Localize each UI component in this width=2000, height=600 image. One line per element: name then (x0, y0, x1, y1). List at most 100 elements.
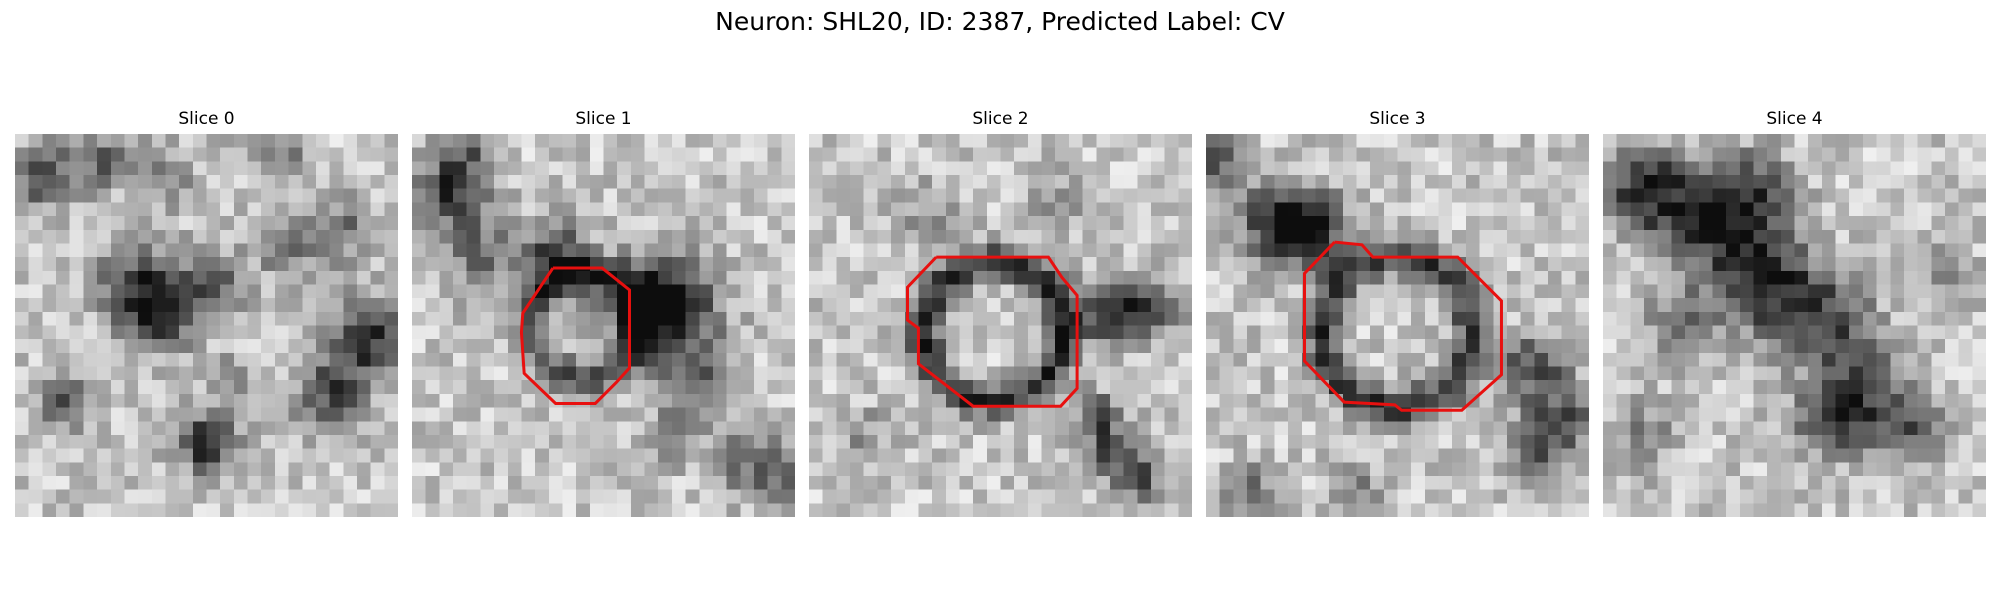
pixel (1630, 161, 1645, 176)
pixel (1370, 229, 1385, 244)
pixel (1671, 311, 1686, 326)
pixel (1479, 339, 1494, 354)
pixel (1383, 489, 1398, 504)
pixel (535, 339, 550, 354)
pixel (1616, 243, 1631, 258)
pixel (1247, 188, 1261, 203)
pixel (904, 325, 919, 340)
pixel (1821, 380, 1836, 395)
pixel (1206, 462, 1220, 477)
pixel (1438, 366, 1453, 381)
pixel (1808, 243, 1823, 258)
pixel (466, 175, 481, 189)
pixel (315, 243, 330, 258)
pixel (850, 366, 864, 381)
pixel (1644, 339, 1658, 354)
pixel (97, 229, 112, 244)
pixel (1260, 161, 1275, 176)
pixel (753, 339, 768, 354)
pixel (1534, 448, 1549, 463)
pixel (781, 339, 795, 354)
pixel (1698, 134, 1713, 148)
pixel (781, 352, 795, 367)
pixel (781, 475, 795, 490)
pixel (1260, 503, 1275, 517)
pixel (740, 462, 755, 477)
pixel (891, 421, 906, 436)
pixel (83, 311, 98, 326)
pixel (685, 475, 700, 490)
pixel (959, 202, 974, 217)
pixel (1055, 298, 1070, 313)
pixel (521, 175, 536, 189)
pixel (507, 475, 522, 490)
pixel (1247, 421, 1261, 436)
pixel (192, 257, 207, 272)
pixel (1055, 421, 1070, 436)
pixel (1082, 257, 1097, 272)
pixel (1137, 188, 1152, 203)
pixel (247, 147, 262, 162)
pixel (918, 475, 933, 490)
pixel (1109, 448, 1124, 463)
pixel (699, 202, 714, 217)
pixel (42, 175, 57, 189)
pixel (712, 503, 727, 517)
pixel (945, 407, 960, 422)
pixel (206, 311, 221, 326)
pixel (1219, 202, 1234, 217)
pixel (206, 284, 221, 299)
pixel (1821, 489, 1836, 504)
pixel (562, 380, 577, 395)
pixel (1712, 298, 1727, 313)
pixel (1247, 325, 1261, 340)
pixel (1233, 311, 1248, 326)
pixel (1178, 134, 1192, 148)
pixel (1616, 270, 1631, 285)
pixel (1890, 270, 1905, 285)
pixel (1603, 421, 1617, 436)
pixel (247, 257, 262, 272)
pixel (959, 366, 974, 381)
pixel (1370, 434, 1385, 449)
pixel (1164, 216, 1179, 231)
pixel (151, 421, 166, 436)
pixel (863, 202, 878, 217)
pixel (69, 202, 84, 217)
pixel (480, 243, 495, 258)
pixel (1944, 503, 1959, 517)
pixel (1630, 475, 1645, 490)
pixel (863, 243, 878, 258)
pixel (1657, 229, 1672, 244)
pixel (315, 284, 330, 299)
pixel (781, 489, 795, 504)
pixel (384, 216, 398, 231)
pixel (1178, 257, 1192, 272)
pixel (863, 229, 878, 244)
pixel (1274, 339, 1289, 354)
pixel (302, 257, 317, 272)
pixel (1493, 407, 1508, 422)
pixel (1288, 407, 1303, 422)
pixel (1534, 216, 1549, 231)
pixel (28, 175, 43, 189)
pixel (1315, 229, 1330, 244)
pixel (726, 311, 741, 326)
pixel (850, 407, 864, 422)
pixel (809, 448, 823, 463)
pixel (1903, 134, 1918, 148)
pixel (1808, 462, 1823, 477)
pixel (630, 380, 645, 395)
pixel (1301, 175, 1316, 189)
pixel (1657, 407, 1672, 422)
pixel (548, 147, 563, 162)
pixel (384, 188, 398, 203)
pixel (1958, 311, 1973, 326)
pixel (1424, 134, 1439, 148)
pixel (740, 202, 755, 217)
pixel (767, 202, 782, 217)
pixel (1603, 339, 1617, 354)
pixel (261, 448, 276, 463)
pixel (494, 339, 509, 354)
pixel (138, 475, 153, 490)
